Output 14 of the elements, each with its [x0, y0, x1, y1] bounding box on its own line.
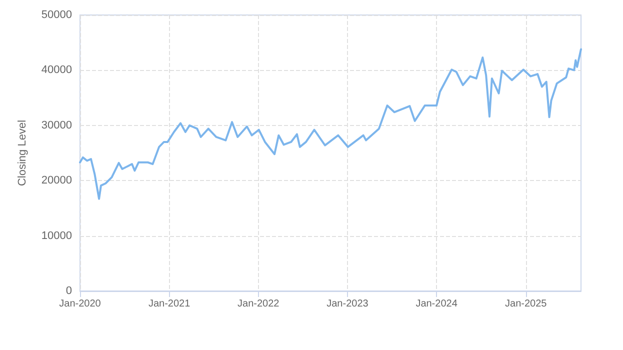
x-tick-label: Jan-2022 [238, 298, 280, 310]
y-tick-label: 30000 [41, 119, 72, 132]
x-tick-label: Jan-2024 [416, 298, 458, 310]
y-tick-label: 50000 [41, 9, 72, 21]
y-tick-label: 40000 [41, 64, 72, 76]
x-tick-label: Jan-2020 [59, 298, 102, 310]
y-tick-label: 0 [66, 285, 72, 297]
y-tick-label: 10000 [41, 230, 72, 242]
x-tick-label: Jan-2021 [148, 298, 191, 310]
x-tick-label: Jan-2023 [326, 298, 369, 310]
line-series [79, 48, 582, 200]
y-axis-title: Closing Level [16, 120, 28, 186]
y-tick-label: 20000 [41, 174, 72, 187]
x-tick-label: Jan-2025 [504, 298, 548, 310]
